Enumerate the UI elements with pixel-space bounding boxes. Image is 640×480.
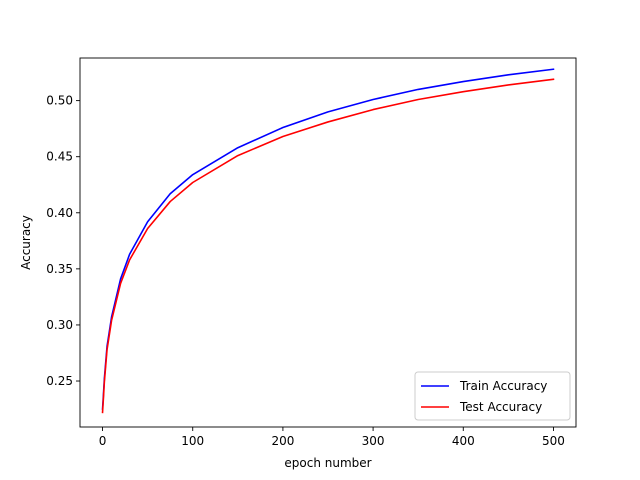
series-line-test — [101, 78, 555, 414]
y-tick-label: 0.30 — [46, 318, 73, 332]
legend-label-test: Test Accuracy — [459, 400, 542, 414]
y-tick-label: 0.50 — [46, 94, 73, 108]
legend-box — [414, 371, 571, 421]
legend: Train Accuracy Test Accuracy — [414, 371, 571, 421]
plot-area: 0 100 200 300 400 500 0.25 0.30 0.35 0.40 0.45 0.50… — [46, 57, 577, 448]
axes-frame — [79, 57, 577, 428]
y-tick-label: 0.45 — [46, 150, 73, 164]
x-tick-label: 0 — [99, 434, 107, 448]
x-axis-label: epoch number — [284, 456, 371, 470]
x-tick-label: 400 — [452, 434, 475, 448]
y-axis-label: Accuracy — [19, 215, 33, 270]
legend-label-train: Train Accuracy — [459, 379, 547, 393]
x-tick-label: 300 — [362, 434, 385, 448]
y-tick-label: 0.25 — [46, 374, 73, 388]
x-tick-label: 200 — [271, 434, 294, 448]
x-tick-label: 500 — [542, 434, 565, 448]
y-tick-label: 0.40 — [46, 206, 73, 220]
x-tick-label: 100 — [181, 434, 204, 448]
y-tick-label: 0.35 — [46, 262, 73, 276]
